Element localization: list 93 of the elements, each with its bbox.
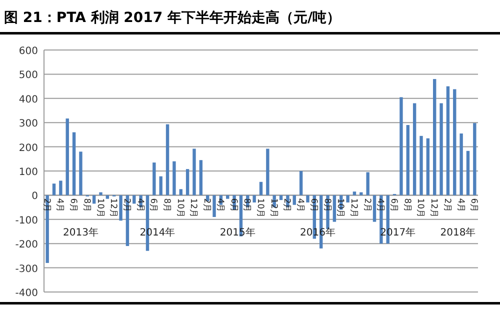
bar bbox=[453, 89, 456, 196]
y-tick-label: 200 bbox=[18, 142, 38, 154]
bar bbox=[306, 195, 310, 202]
x-tick-label: 6月 bbox=[228, 198, 238, 213]
x-tick-label: 12月 bbox=[188, 198, 198, 218]
annotation: 2013年 bbox=[62, 226, 98, 238]
bar bbox=[406, 125, 410, 196]
x-tick-label: 12月 bbox=[348, 198, 358, 218]
x-tick-label: 6月 bbox=[388, 198, 399, 213]
bar bbox=[79, 152, 82, 196]
x-tick-label: 12月 bbox=[108, 198, 118, 218]
x-tick-label: 8月 bbox=[322, 198, 332, 213]
x-tick-label: 4月 bbox=[214, 198, 225, 213]
y-tick-label: 0 bbox=[32, 191, 38, 202]
bar bbox=[66, 118, 69, 196]
x-tick-label: 4月 bbox=[54, 198, 65, 213]
bar bbox=[352, 192, 356, 196]
bar bbox=[440, 103, 443, 196]
x-tick-label: 8月 bbox=[242, 198, 252, 213]
bar bbox=[366, 172, 370, 196]
x-tick-label: 10月 bbox=[335, 198, 346, 218]
x-tick-label: 4月 bbox=[295, 198, 306, 213]
x-tick-label: 10月 bbox=[255, 198, 265, 218]
bar bbox=[226, 195, 230, 199]
x-tick-label: 6月 bbox=[468, 198, 479, 213]
annotation: 2018年 bbox=[440, 226, 476, 238]
x-tick-label: 10月 bbox=[174, 198, 185, 218]
bar bbox=[292, 195, 296, 205]
x-tick-label: 4月 bbox=[455, 198, 466, 213]
bar bbox=[52, 184, 56, 196]
x-tick-label: 2月 bbox=[282, 198, 292, 213]
bar bbox=[426, 138, 430, 196]
bar bbox=[152, 162, 156, 196]
bar bbox=[72, 132, 76, 196]
bar bbox=[420, 136, 423, 196]
y-tick-label: -300 bbox=[15, 264, 38, 275]
bar bbox=[372, 195, 376, 222]
y-tick-label: -100 bbox=[15, 215, 38, 226]
bar bbox=[179, 189, 182, 196]
x-tick-label: 6月 bbox=[68, 198, 78, 213]
y-tick-label: 100 bbox=[18, 167, 38, 178]
bar bbox=[106, 195, 110, 199]
bar bbox=[433, 79, 436, 196]
x-tick-label: 2月 bbox=[121, 198, 132, 213]
x-tick-label: 4月 bbox=[375, 198, 386, 213]
y-tick-label: 500 bbox=[18, 70, 38, 82]
x-tick-label: 10月 bbox=[415, 198, 426, 218]
bar bbox=[199, 160, 203, 196]
bar bbox=[466, 150, 470, 196]
bar bbox=[346, 195, 350, 202]
y-tick-label: 300 bbox=[18, 118, 38, 130]
bar bbox=[412, 103, 416, 196]
y-tick-label: 600 bbox=[18, 46, 38, 57]
bar bbox=[46, 195, 49, 263]
x-tick-label: 8月 bbox=[81, 198, 92, 213]
bar bbox=[212, 195, 216, 217]
x-tick-label: 10月 bbox=[94, 198, 105, 218]
bar bbox=[473, 123, 476, 196]
bar bbox=[59, 180, 62, 196]
y-tick-label: -400 bbox=[15, 288, 38, 299]
y-tick-label: -200 bbox=[15, 240, 38, 251]
x-tick-label: 4月 bbox=[134, 198, 145, 213]
x-tick-label: 8月 bbox=[162, 198, 172, 213]
bar bbox=[266, 148, 270, 196]
x-tick-label: 6月 bbox=[308, 198, 318, 213]
bar bbox=[192, 148, 196, 196]
x-tick-label: 12月 bbox=[268, 198, 278, 218]
bar bbox=[92, 195, 96, 204]
x-tick-label: 2月 bbox=[442, 198, 452, 213]
bar bbox=[400, 97, 403, 196]
x-tick-label: 12月 bbox=[428, 198, 439, 218]
bar bbox=[159, 176, 162, 196]
bar bbox=[172, 161, 176, 196]
bar bbox=[446, 86, 450, 196]
chart-title: 图 21：PTA 利润 2017 年下半年开始走高（元/吨） bbox=[4, 9, 341, 26]
bar bbox=[186, 169, 190, 196]
bar bbox=[259, 182, 263, 196]
bar bbox=[119, 195, 122, 221]
y-tick-label: 400 bbox=[18, 94, 38, 106]
bar bbox=[166, 124, 170, 196]
bar bbox=[252, 195, 256, 202]
bar bbox=[460, 133, 463, 196]
bar bbox=[299, 171, 303, 196]
bar bbox=[132, 195, 136, 204]
bar bbox=[360, 192, 363, 196]
bar bbox=[99, 192, 102, 196]
x-tick-label: 6月 bbox=[148, 198, 158, 213]
x-tick-label: 2月 bbox=[362, 198, 372, 213]
x-tick-label: 8月 bbox=[402, 198, 412, 213]
bar bbox=[332, 195, 336, 222]
x-tick-label: 2月 bbox=[41, 198, 52, 213]
bar bbox=[279, 195, 283, 200]
x-tick-label: 2月 bbox=[202, 198, 212, 213]
